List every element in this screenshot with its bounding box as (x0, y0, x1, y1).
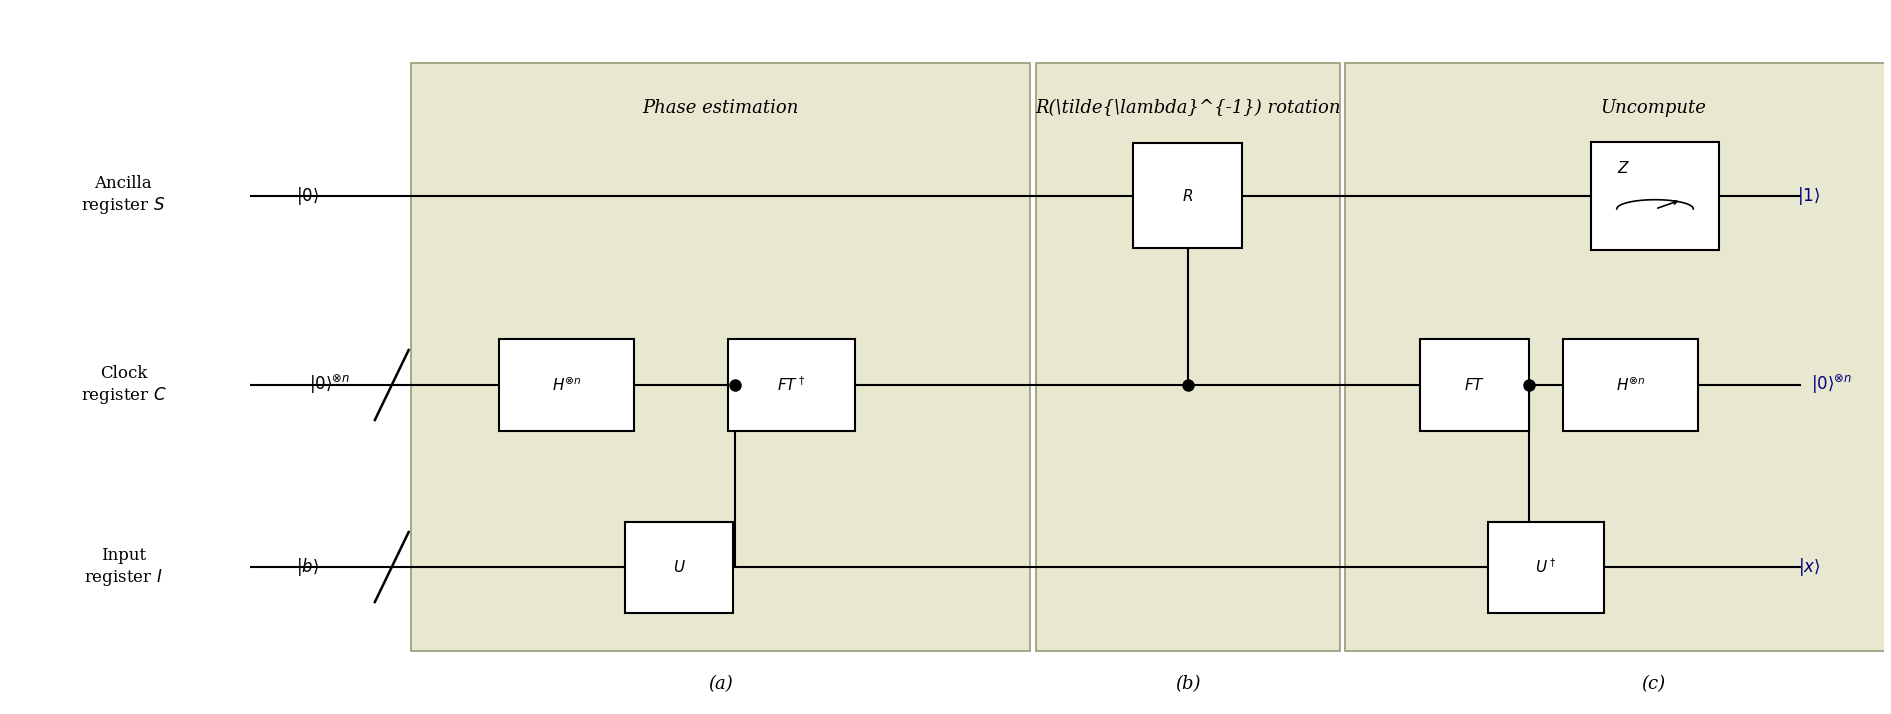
Text: $|0\rangle^{\otimes n}$: $|0\rangle^{\otimes n}$ (310, 373, 350, 396)
Text: $|1\rangle$: $|1\rangle$ (1796, 185, 1821, 207)
Text: $U$: $U$ (673, 559, 685, 575)
Text: Uncompute: Uncompute (1600, 99, 1706, 118)
Bar (1036, 63, 1339, 651)
Text: (a): (a) (707, 675, 732, 693)
Text: $Z$: $Z$ (1617, 160, 1630, 176)
Text: $|0\rangle^{\otimes n}$: $|0\rangle^{\otimes n}$ (1812, 373, 1851, 396)
Bar (410, 63, 1031, 651)
Text: Input
register $I$: Input register $I$ (83, 546, 163, 588)
Text: $H^{\otimes n}$: $H^{\otimes n}$ (1615, 376, 1645, 393)
Bar (1133, 144, 1242, 248)
Text: $FT$: $FT$ (1464, 377, 1486, 393)
Text: $H^{\otimes n}$: $H^{\otimes n}$ (552, 376, 581, 393)
Text: $R$: $R$ (1182, 188, 1193, 204)
Text: Phase estimation: Phase estimation (643, 99, 798, 118)
Text: (b): (b) (1174, 675, 1201, 693)
Text: R(\tilde{\lambda}^{-1}) rotation: R(\tilde{\lambda}^{-1}) rotation (1034, 99, 1341, 118)
Text: (c): (c) (1641, 675, 1666, 693)
Text: $U^\dagger$: $U^\dagger$ (1535, 558, 1556, 576)
Bar (1590, 141, 1719, 250)
Bar (1564, 339, 1698, 431)
Text: $|b\rangle$: $|b\rangle$ (295, 556, 320, 578)
Text: Ancilla
register $S$: Ancilla register $S$ (81, 176, 165, 216)
Text: Clock
register $C$: Clock register $C$ (81, 365, 166, 406)
Bar (728, 339, 855, 431)
Text: $FT^\dagger$: $FT^\dagger$ (777, 376, 806, 394)
Bar (499, 339, 633, 431)
Bar (624, 521, 734, 613)
Text: $|x\rangle$: $|x\rangle$ (1798, 556, 1821, 578)
Text: $|0\rangle$: $|0\rangle$ (295, 185, 320, 207)
Bar (1488, 521, 1604, 613)
Bar (1420, 339, 1530, 431)
Bar (1345, 63, 1891, 651)
